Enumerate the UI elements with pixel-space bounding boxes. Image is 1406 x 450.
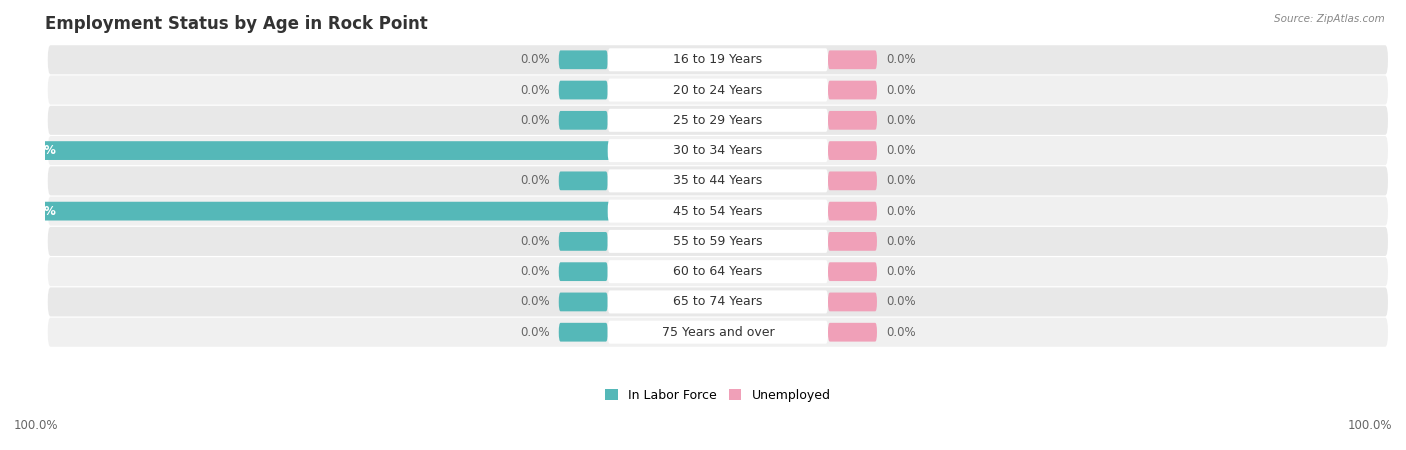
Text: 0.0%: 0.0%: [520, 265, 550, 278]
Text: 65 to 74 Years: 65 to 74 Years: [673, 296, 762, 308]
Text: 0.0%: 0.0%: [520, 84, 550, 97]
Text: 0.0%: 0.0%: [886, 326, 915, 339]
Text: 35 to 44 Years: 35 to 44 Years: [673, 174, 762, 187]
FancyBboxPatch shape: [607, 79, 828, 102]
FancyBboxPatch shape: [828, 202, 877, 220]
FancyBboxPatch shape: [0, 202, 718, 220]
Text: 0.0%: 0.0%: [520, 114, 550, 127]
FancyBboxPatch shape: [558, 292, 607, 311]
Text: 100.0%: 100.0%: [8, 205, 56, 218]
Text: Source: ZipAtlas.com: Source: ZipAtlas.com: [1274, 14, 1385, 23]
FancyBboxPatch shape: [558, 262, 607, 281]
Text: 45 to 54 Years: 45 to 54 Years: [673, 205, 762, 218]
Text: 0.0%: 0.0%: [520, 53, 550, 66]
FancyBboxPatch shape: [828, 81, 877, 99]
FancyBboxPatch shape: [48, 45, 1388, 74]
FancyBboxPatch shape: [828, 232, 877, 251]
FancyBboxPatch shape: [828, 323, 877, 342]
FancyBboxPatch shape: [48, 227, 1388, 256]
Text: 0.0%: 0.0%: [886, 114, 915, 127]
FancyBboxPatch shape: [48, 76, 1388, 104]
Text: 100.0%: 100.0%: [1347, 419, 1392, 432]
Text: 0.0%: 0.0%: [520, 326, 550, 339]
Text: 0.0%: 0.0%: [520, 174, 550, 187]
FancyBboxPatch shape: [558, 81, 607, 99]
FancyBboxPatch shape: [48, 136, 1388, 165]
FancyBboxPatch shape: [607, 200, 828, 223]
FancyBboxPatch shape: [828, 50, 877, 69]
Text: 100.0%: 100.0%: [8, 144, 56, 157]
Text: 0.0%: 0.0%: [520, 235, 550, 248]
FancyBboxPatch shape: [558, 171, 607, 190]
FancyBboxPatch shape: [607, 109, 828, 132]
FancyBboxPatch shape: [48, 288, 1388, 316]
Text: 16 to 19 Years: 16 to 19 Years: [673, 53, 762, 66]
FancyBboxPatch shape: [0, 141, 718, 160]
Text: 60 to 64 Years: 60 to 64 Years: [673, 265, 762, 278]
FancyBboxPatch shape: [558, 323, 607, 342]
Text: 30 to 34 Years: 30 to 34 Years: [673, 144, 762, 157]
FancyBboxPatch shape: [607, 230, 828, 253]
Legend: In Labor Force, Unemployed: In Labor Force, Unemployed: [605, 389, 831, 402]
Text: 20 to 24 Years: 20 to 24 Years: [673, 84, 762, 97]
FancyBboxPatch shape: [828, 111, 877, 130]
FancyBboxPatch shape: [607, 139, 828, 162]
FancyBboxPatch shape: [607, 321, 828, 344]
FancyBboxPatch shape: [828, 292, 877, 311]
Text: 0.0%: 0.0%: [886, 144, 915, 157]
FancyBboxPatch shape: [607, 290, 828, 314]
Text: 0.0%: 0.0%: [886, 235, 915, 248]
FancyBboxPatch shape: [607, 260, 828, 283]
Text: 0.0%: 0.0%: [886, 174, 915, 187]
Text: 0.0%: 0.0%: [886, 205, 915, 218]
Text: 0.0%: 0.0%: [886, 53, 915, 66]
FancyBboxPatch shape: [607, 169, 828, 192]
FancyBboxPatch shape: [48, 166, 1388, 195]
Text: 55 to 59 Years: 55 to 59 Years: [673, 235, 762, 248]
FancyBboxPatch shape: [48, 106, 1388, 135]
Text: 25 to 29 Years: 25 to 29 Years: [673, 114, 762, 127]
FancyBboxPatch shape: [558, 232, 607, 251]
Text: 0.0%: 0.0%: [886, 265, 915, 278]
Text: 0.0%: 0.0%: [886, 84, 915, 97]
Text: 0.0%: 0.0%: [886, 296, 915, 308]
FancyBboxPatch shape: [828, 141, 877, 160]
FancyBboxPatch shape: [558, 50, 607, 69]
FancyBboxPatch shape: [48, 197, 1388, 225]
FancyBboxPatch shape: [828, 171, 877, 190]
FancyBboxPatch shape: [48, 257, 1388, 286]
Text: 100.0%: 100.0%: [14, 419, 59, 432]
FancyBboxPatch shape: [607, 48, 828, 71]
FancyBboxPatch shape: [558, 111, 607, 130]
Text: Employment Status by Age in Rock Point: Employment Status by Age in Rock Point: [45, 15, 427, 33]
FancyBboxPatch shape: [48, 318, 1388, 347]
FancyBboxPatch shape: [828, 262, 877, 281]
Text: 75 Years and over: 75 Years and over: [662, 326, 775, 339]
Text: 0.0%: 0.0%: [520, 296, 550, 308]
